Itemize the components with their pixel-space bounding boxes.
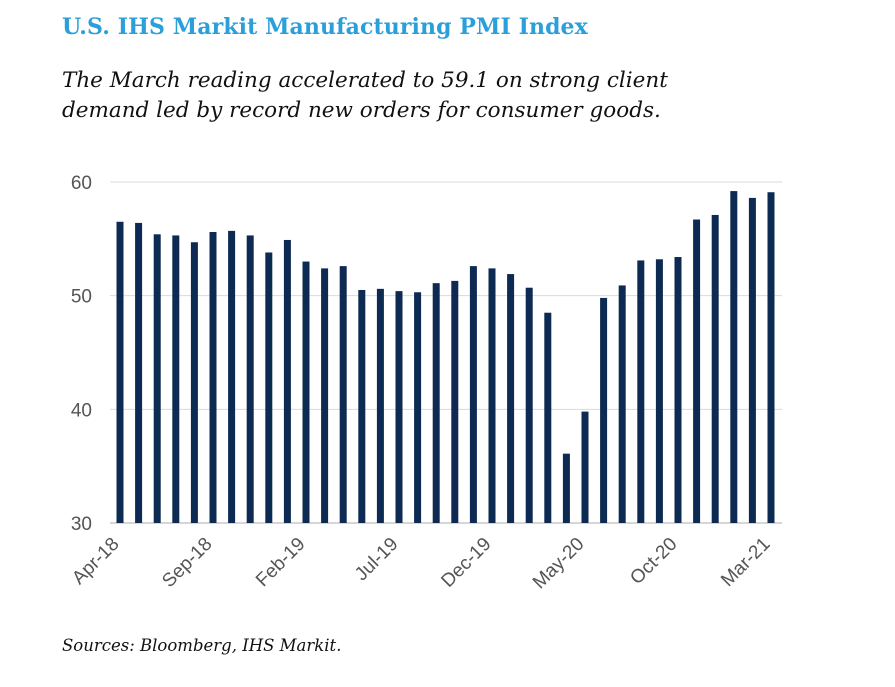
bar-Aug-18	[190, 242, 198, 523]
bar-May-18	[135, 222, 143, 524]
bar-Jun-20	[600, 297, 608, 523]
bar-Dec-18	[265, 252, 273, 523]
bar-Nov-18	[246, 235, 254, 523]
y-tick-label: 40	[71, 400, 92, 421]
bar-Jul-19	[395, 291, 403, 523]
y-tick-label: 30	[71, 514, 92, 535]
bar-Oct-20	[674, 257, 682, 523]
bar-Oct-18	[228, 230, 236, 524]
bar-Feb-21	[748, 197, 756, 523]
bar-Apr-19	[339, 266, 347, 523]
grid-lines	[110, 181, 782, 524]
bar-Mar-19	[321, 268, 329, 523]
bar-Feb-19	[302, 261, 310, 523]
bar-Aug-19	[414, 292, 422, 523]
bar-Feb-20	[525, 287, 533, 523]
x-axis-ticks: Apr-18 Sep-18 Feb-19 Jul-19 Dec-19 May-20 Oct-…	[68, 534, 774, 594]
bar-Apr-20	[562, 453, 570, 523]
bar-Aug-20	[637, 260, 645, 523]
bar-Nov-20	[693, 219, 701, 523]
y-tick-label: 50	[71, 287, 92, 308]
x-tick-label: Oct-20	[626, 534, 681, 589]
bar-Jul-20	[618, 285, 626, 523]
x-tick-label: May-20	[529, 534, 589, 594]
source-note: Sources: Bloomberg, IHS Markit.	[62, 636, 342, 655]
chart-title: U.S. IHS Markit Manufacturing PMI Index	[62, 14, 588, 40]
bar-Dec-19	[488, 268, 496, 523]
bar-Sep-18	[209, 232, 217, 523]
bar-Jan-20	[507, 274, 515, 523]
x-tick-label: Sep-18	[158, 534, 216, 592]
bar-Mar-20	[544, 312, 552, 523]
bar-May-19	[358, 289, 366, 523]
bar-Jun-19	[376, 288, 384, 523]
chart-subtitle: The March reading accelerated to 59.1 on…	[62, 68, 668, 123]
x-tick-label: Apr-18	[68, 534, 123, 589]
x-tick-label: Jul-19	[351, 534, 402, 585]
bar-Mar-21	[767, 192, 775, 524]
bar-Jan-21	[730, 191, 738, 524]
y-tick-label: 60	[71, 173, 92, 194]
x-tick-label: Feb-19	[252, 534, 309, 591]
bar-Jul-18	[172, 235, 180, 523]
bar-Sep-19	[432, 283, 440, 523]
x-tick-label: Dec-19	[437, 534, 495, 592]
bar-Nov-19	[469, 266, 477, 523]
bar-Sep-20	[655, 259, 663, 523]
bar-Oct-19	[451, 280, 459, 523]
bar-Jun-18	[153, 234, 161, 523]
bar-Apr-18	[116, 221, 124, 524]
y-axis-ticks: 30 40 50 60	[71, 173, 92, 535]
bar-Jan-19	[283, 239, 291, 523]
bars	[116, 191, 775, 524]
x-tick-label: Mar-21	[717, 534, 774, 591]
bar-May-20	[581, 411, 589, 523]
bar-Dec-20	[711, 214, 719, 524]
